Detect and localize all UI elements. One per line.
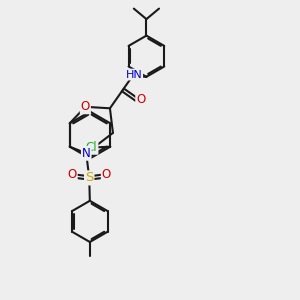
- Text: S: S: [85, 171, 93, 184]
- Text: O: O: [136, 93, 146, 106]
- Text: Cl: Cl: [86, 141, 98, 154]
- Text: O: O: [81, 100, 90, 113]
- Text: N: N: [82, 147, 91, 160]
- Text: HN: HN: [125, 70, 142, 80]
- Text: O: O: [68, 168, 77, 182]
- Text: O: O: [102, 168, 111, 182]
